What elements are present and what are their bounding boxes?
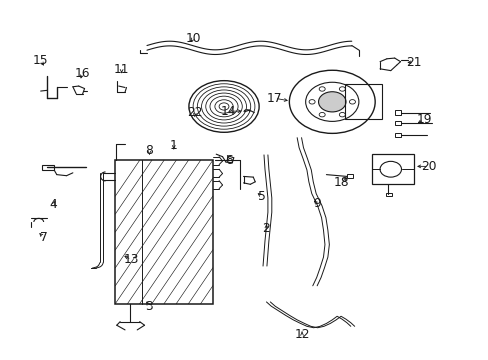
Bar — [385, 193, 391, 197]
Text: 7: 7 — [40, 231, 47, 244]
Text: 14: 14 — [221, 105, 236, 118]
Text: 20: 20 — [420, 160, 436, 173]
Bar — [42, 165, 54, 170]
Text: 16: 16 — [75, 67, 90, 80]
Text: 5: 5 — [257, 190, 265, 203]
Text: 10: 10 — [185, 32, 201, 45]
Bar — [394, 111, 400, 115]
Text: 12: 12 — [294, 328, 309, 341]
Bar — [115, 160, 212, 304]
Text: 1: 1 — [169, 139, 177, 152]
Text: 9: 9 — [312, 197, 320, 210]
Text: 22: 22 — [186, 106, 202, 119]
Text: 2: 2 — [262, 222, 270, 235]
Bar — [346, 174, 352, 178]
Bar — [345, 85, 381, 119]
Circle shape — [318, 92, 346, 112]
Text: 18: 18 — [332, 176, 348, 189]
Bar — [371, 154, 413, 184]
Text: 21: 21 — [406, 56, 421, 69]
Bar — [394, 121, 400, 126]
Text: 15: 15 — [33, 54, 48, 67]
Text: 8: 8 — [145, 144, 153, 157]
Text: 6: 6 — [224, 154, 232, 167]
Text: 13: 13 — [123, 253, 139, 266]
Text: 4: 4 — [49, 198, 57, 211]
Text: 11: 11 — [114, 63, 129, 76]
Bar — [394, 133, 400, 137]
Text: 17: 17 — [266, 92, 282, 105]
Text: 3: 3 — [145, 300, 153, 313]
Text: 19: 19 — [415, 113, 431, 126]
